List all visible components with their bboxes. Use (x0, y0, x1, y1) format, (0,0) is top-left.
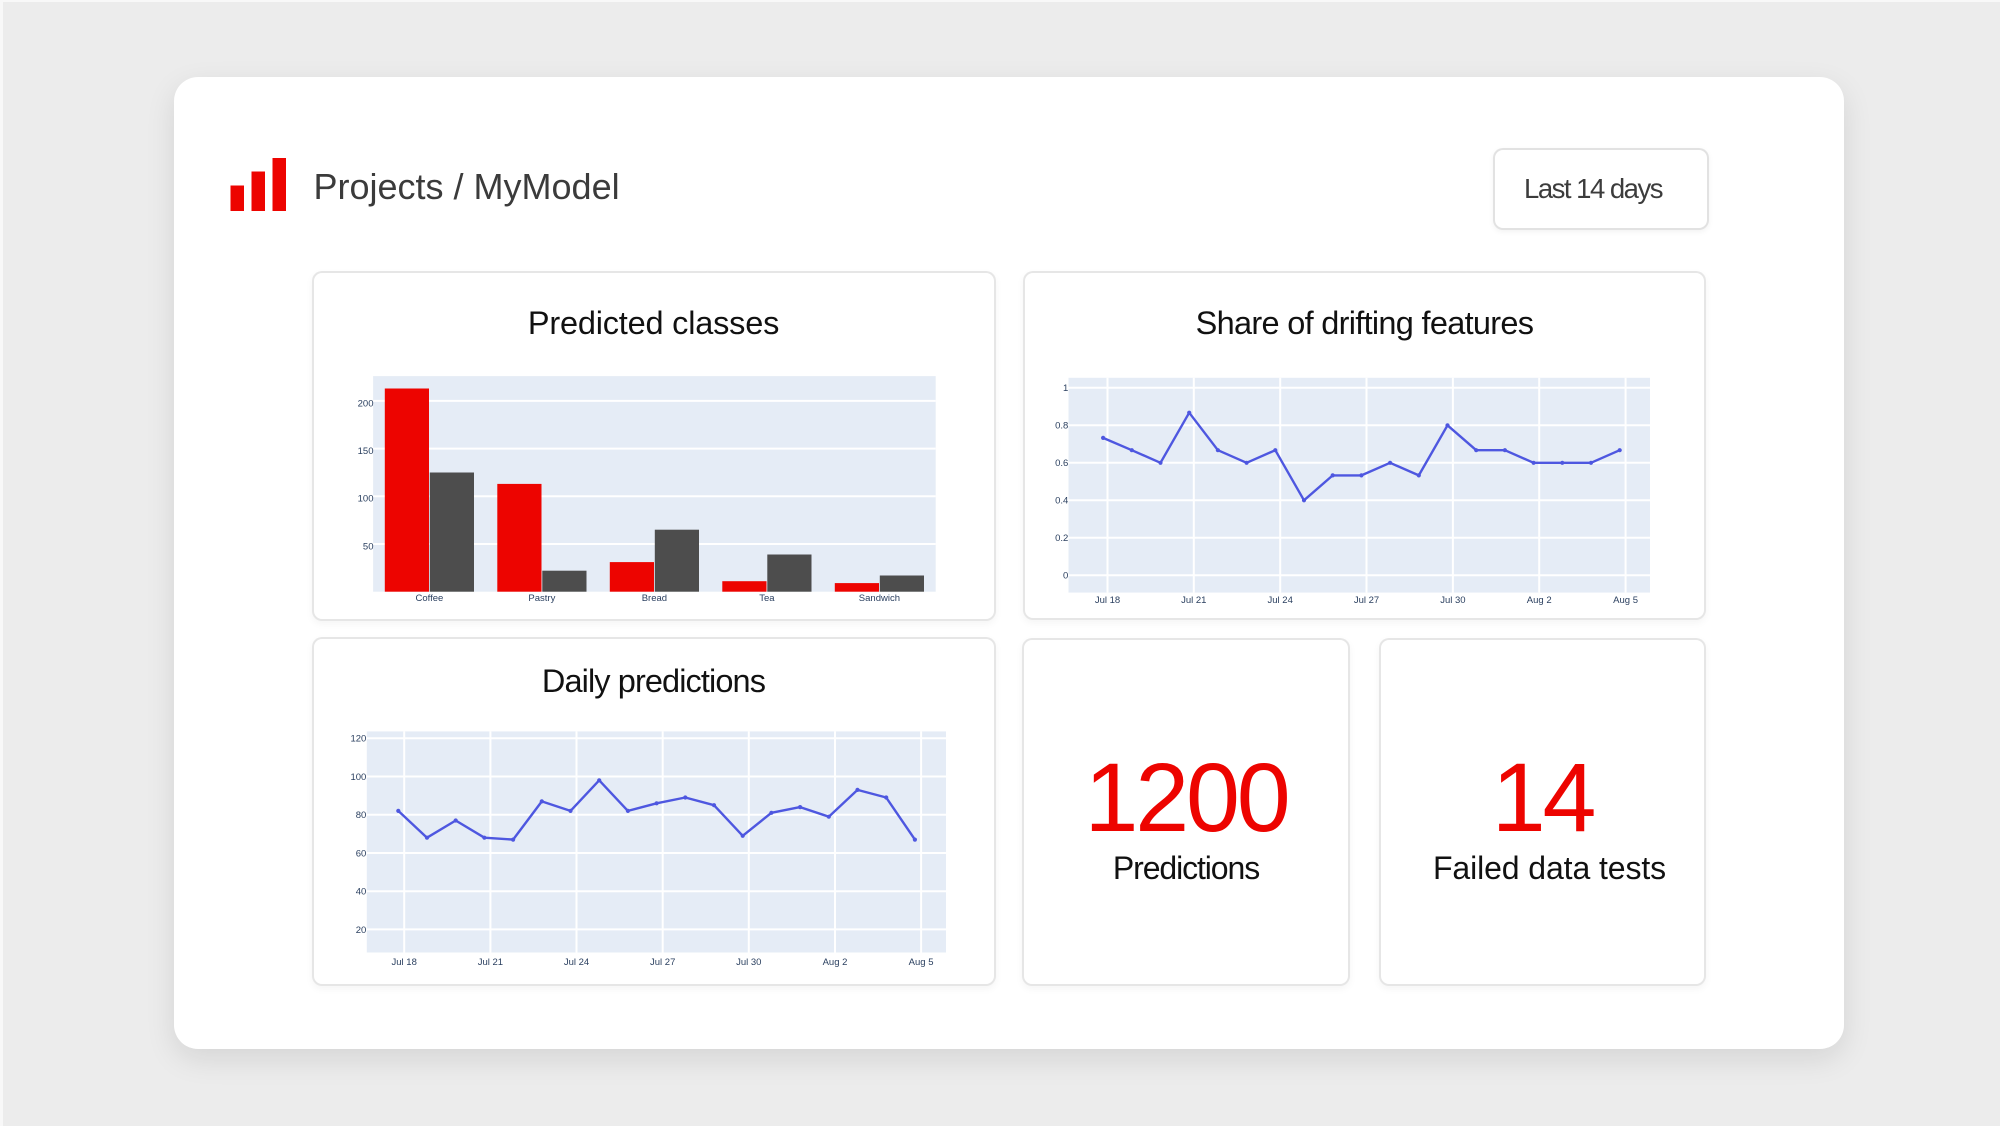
svg-text:50: 50 (362, 541, 373, 552)
svg-text:120: 120 (350, 734, 366, 745)
svg-text:100: 100 (350, 772, 366, 783)
svg-text:0.2: 0.2 (1055, 533, 1068, 544)
svg-text:0.4: 0.4 (1055, 495, 1068, 506)
svg-text:80: 80 (355, 810, 366, 821)
svg-text:Jul 21: Jul 21 (1181, 595, 1206, 606)
svg-text:Jul 18: Jul 18 (1095, 595, 1120, 606)
svg-text:20: 20 (355, 925, 366, 936)
svg-text:Jul 27: Jul 27 (1354, 595, 1379, 606)
svg-text:0.6: 0.6 (1055, 458, 1068, 469)
svg-text:Bread: Bread (641, 592, 666, 603)
svg-text:1: 1 (1063, 383, 1068, 394)
svg-text:Jul 24: Jul 24 (1268, 595, 1293, 606)
svg-text:150: 150 (357, 446, 373, 457)
svg-text:100: 100 (357, 493, 373, 504)
svg-text:Aug 2: Aug 2 (1527, 595, 1552, 606)
svg-text:Jul 27: Jul 27 (650, 957, 675, 968)
svg-text:Jul 24: Jul 24 (563, 957, 588, 968)
svg-text:Aug 5: Aug 5 (1613, 595, 1638, 606)
svg-text:Jul 30: Jul 30 (1440, 595, 1465, 606)
svg-text:200: 200 (357, 398, 373, 409)
svg-text:Jul 30: Jul 30 (736, 957, 761, 968)
svg-text:40: 40 (355, 887, 366, 898)
svg-text:Sandwich: Sandwich (858, 592, 899, 603)
svg-text:0: 0 (1063, 570, 1068, 581)
svg-text:Jul 21: Jul 21 (477, 957, 502, 968)
svg-text:Coffee: Coffee (415, 592, 443, 603)
svg-text:Tea: Tea (759, 592, 775, 603)
svg-text:Jul 18: Jul 18 (391, 957, 416, 968)
svg-text:60: 60 (355, 848, 366, 859)
svg-text:Pastry: Pastry (528, 592, 555, 603)
svg-text:Aug 2: Aug 2 (822, 957, 847, 968)
svg-text:0.8: 0.8 (1055, 420, 1068, 431)
svg-text:Aug 5: Aug 5 (908, 957, 933, 968)
